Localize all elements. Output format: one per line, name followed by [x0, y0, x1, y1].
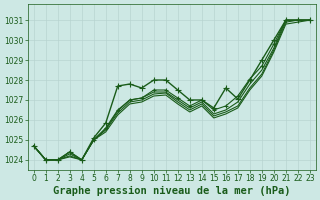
X-axis label: Graphe pression niveau de la mer (hPa): Graphe pression niveau de la mer (hPa) [53, 186, 291, 196]
